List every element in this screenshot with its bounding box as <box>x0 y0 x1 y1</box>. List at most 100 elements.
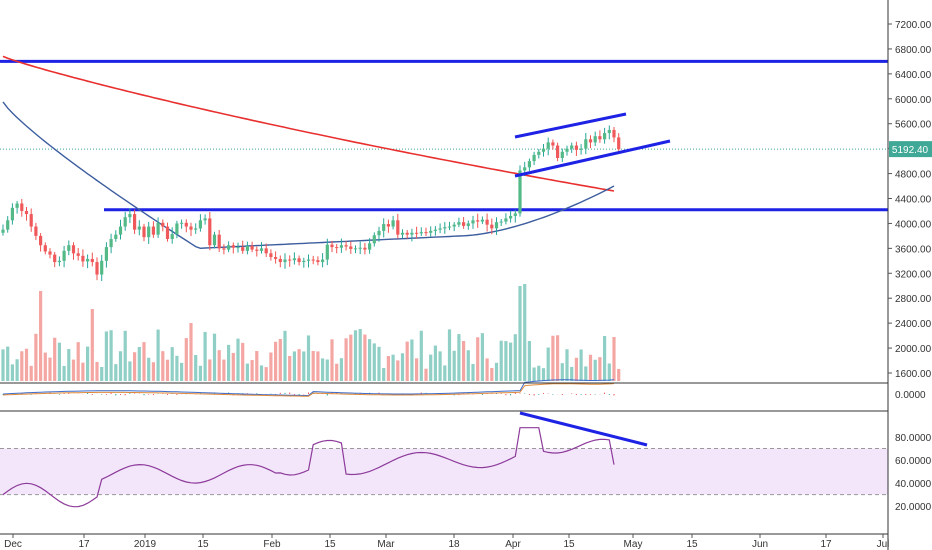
x-tick-label: Feb <box>263 539 281 550</box>
volume-bar <box>556 335 560 381</box>
candle-body <box>452 224 456 227</box>
volume-bar <box>396 360 400 381</box>
volume-bar <box>612 337 616 381</box>
candle-body <box>499 221 503 223</box>
rsi-y-tick-label: 80.0000 <box>895 433 932 444</box>
volume-bar <box>476 337 480 381</box>
y-tick-label: 7200.00 <box>895 20 932 31</box>
candle-body <box>1 229 5 233</box>
candle-body <box>29 214 33 227</box>
volume-bar <box>339 358 343 381</box>
candle-body <box>471 220 475 224</box>
candle-body <box>175 223 179 235</box>
volume-bar <box>170 347 174 381</box>
x-tick-label: 2019 <box>134 539 157 550</box>
y-tick-label: 3200.00 <box>895 269 932 280</box>
candle-body <box>161 222 165 227</box>
volume-bar <box>588 354 593 381</box>
x-tick-label: 17 <box>820 539 832 550</box>
candle-body <box>81 255 85 262</box>
candle-body <box>43 245 47 252</box>
volume-bar <box>269 352 273 381</box>
volume-bar <box>617 368 621 381</box>
volume-bar <box>1 349 5 381</box>
volume-bar <box>264 367 268 381</box>
rsi-pane <box>0 411 888 508</box>
volume-bar <box>29 365 33 381</box>
candle-body <box>560 151 564 158</box>
y-tick-label: 2800.00 <box>895 294 932 305</box>
volume-bar <box>57 342 61 381</box>
volume-bar <box>302 351 306 381</box>
candle-body <box>306 259 311 261</box>
volume-bar <box>433 345 437 381</box>
candle-body <box>353 248 358 250</box>
volume-bar <box>607 363 611 381</box>
candle-body <box>523 167 527 171</box>
volume-bar <box>400 353 405 381</box>
candle-body <box>541 148 546 152</box>
y-tick-label: 5600.00 <box>895 120 932 131</box>
volume-bar <box>142 342 146 381</box>
candle-body <box>6 220 10 230</box>
volume-bar <box>438 351 442 381</box>
y-tick-label: 1600.00 <box>895 369 932 380</box>
volume-bar <box>546 347 550 381</box>
volume-bar <box>250 360 254 381</box>
x-tick-label: May <box>624 539 643 550</box>
volume-bar <box>405 341 409 381</box>
candle-body <box>429 230 433 233</box>
volume-bar <box>598 357 602 381</box>
x-tick-label: 15 <box>563 539 575 550</box>
volume-bar <box>15 359 19 381</box>
candle-body <box>184 222 188 227</box>
candle-body <box>513 213 517 216</box>
candle-body <box>100 260 104 275</box>
candle-body <box>551 142 555 146</box>
volume-bar <box>466 350 470 381</box>
candle-body <box>15 203 19 208</box>
volume-bars <box>1 284 621 381</box>
candle-body <box>133 214 137 230</box>
volume-bar <box>67 349 71 381</box>
candle-body <box>546 142 550 149</box>
candle-body <box>386 224 390 227</box>
candle-body <box>584 139 588 149</box>
volume-bar <box>53 337 57 381</box>
candle-body <box>48 251 52 255</box>
horizontal-levels <box>0 59 888 212</box>
candle-body <box>278 258 282 263</box>
candle-body <box>39 235 43 246</box>
volume-bar <box>593 359 597 381</box>
candle-body <box>203 218 207 221</box>
candle-body <box>382 224 386 231</box>
candle-body <box>335 247 339 249</box>
volume-bar <box>353 330 358 381</box>
volume-bar <box>137 346 141 381</box>
volume-bar <box>109 330 113 381</box>
volume-bar <box>147 357 151 381</box>
volume-bar <box>537 365 541 381</box>
macd-y-tick-label: 0.0000 <box>895 390 926 401</box>
candle-body <box>245 245 249 251</box>
volume-bar <box>165 359 170 381</box>
candle-body <box>603 133 607 140</box>
volume-bar <box>335 363 339 381</box>
y-tick-label: 4400.00 <box>895 195 932 206</box>
y-tick-label: 2000.00 <box>895 344 932 355</box>
x-tick-label: Jun <box>752 539 768 550</box>
volume-bar <box>128 361 132 381</box>
candle-body <box>109 239 113 248</box>
candle-body <box>607 129 611 134</box>
candle-body <box>95 262 99 275</box>
x-tick-label: Dec <box>4 539 22 550</box>
candle-body <box>447 226 452 228</box>
volume-bar <box>344 338 348 381</box>
volume-bar <box>151 362 155 381</box>
candle-body <box>509 215 513 219</box>
last-price-badge <box>889 141 932 158</box>
candle-body <box>217 234 221 249</box>
volume-bar <box>419 330 423 381</box>
candle-body <box>321 259 325 263</box>
